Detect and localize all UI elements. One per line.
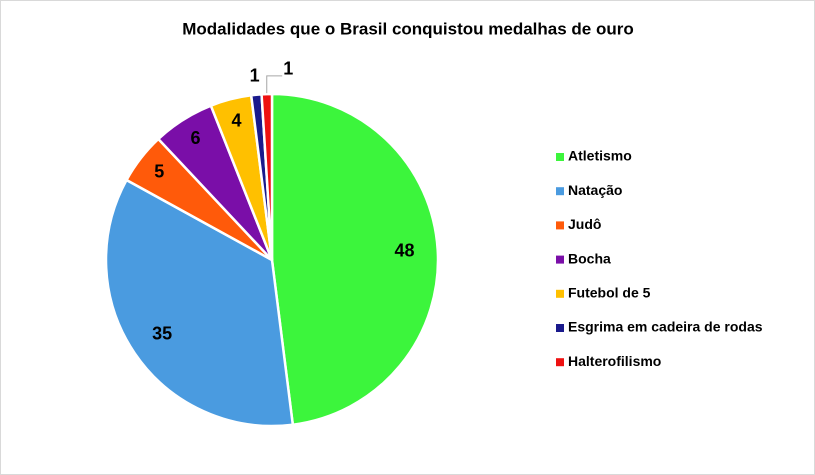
- legend-label: Atletismo: [568, 148, 632, 164]
- legend-swatch: [556, 187, 564, 196]
- legend-swatch: [556, 289, 564, 298]
- pie-slice: [260, 92, 274, 261]
- legend-swatch: [556, 221, 564, 230]
- data-label: 4: [231, 110, 241, 130]
- legend-label: Halterofilismo: [568, 353, 661, 369]
- legend-label: Futebol de 5: [568, 285, 651, 301]
- legend-swatch: [556, 255, 564, 264]
- data-label: 6: [190, 128, 200, 148]
- legend-swatch: [556, 153, 564, 161]
- legend-swatch: [556, 324, 564, 332]
- data-label: 35: [152, 323, 172, 343]
- legend-label: Bocha: [568, 250, 611, 266]
- data-label: 5: [154, 161, 164, 181]
- chart-title: Modalidades que o Brasil conquistou meda…: [182, 19, 634, 38]
- data-label: 1: [283, 59, 293, 79]
- leader-line: [266, 75, 283, 94]
- legend-swatch: [556, 358, 564, 367]
- pie-slice: [270, 92, 440, 427]
- pie-slice: [104, 178, 295, 428]
- data-label: 1: [250, 65, 260, 85]
- legend-label: Judô: [568, 216, 601, 232]
- legend-label: Natação: [568, 182, 622, 198]
- data-label: 48: [395, 240, 415, 260]
- legend-label: Esgrima em cadeira de rodas: [568, 319, 763, 335]
